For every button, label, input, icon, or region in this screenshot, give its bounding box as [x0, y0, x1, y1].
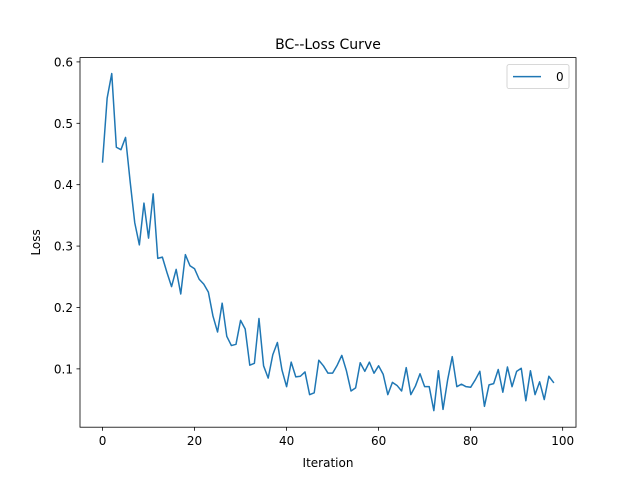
plot-area	[80, 57, 576, 428]
legend: 0	[506, 64, 570, 89]
series-layer	[101, 72, 555, 412]
chart-title: BC--Loss Curve	[275, 37, 381, 53]
x-axis-label: Iteration	[303, 456, 354, 470]
y-axis-label: Loss	[29, 229, 43, 255]
plot-frame	[79, 57, 577, 428]
y-tick-label: 0.5	[54, 117, 73, 131]
x-tick-label: 20	[187, 434, 202, 448]
legend-label: 0	[556, 70, 564, 84]
y-tick-label: 0.4	[54, 178, 73, 192]
y-tick-label: 0.6	[54, 55, 73, 69]
x-tick-label: 40	[279, 434, 294, 448]
x-tick-label: 0	[99, 434, 107, 448]
x-tick-label: 80	[463, 434, 478, 448]
x-tick-label: 100	[551, 434, 574, 448]
loss-series-line	[101, 72, 555, 412]
y-tick-label: 0.1	[54, 362, 73, 376]
y-axis-ticks: 0.1 0.2 0.3 0.4 0.5 0.6	[54, 55, 80, 376]
y-tick-label: 0.2	[54, 301, 73, 315]
x-tick-label: 60	[371, 434, 386, 448]
y-tick-label: 0.3	[54, 240, 73, 254]
x-axis-ticks: 0 20 40 60 80 100	[99, 427, 574, 448]
